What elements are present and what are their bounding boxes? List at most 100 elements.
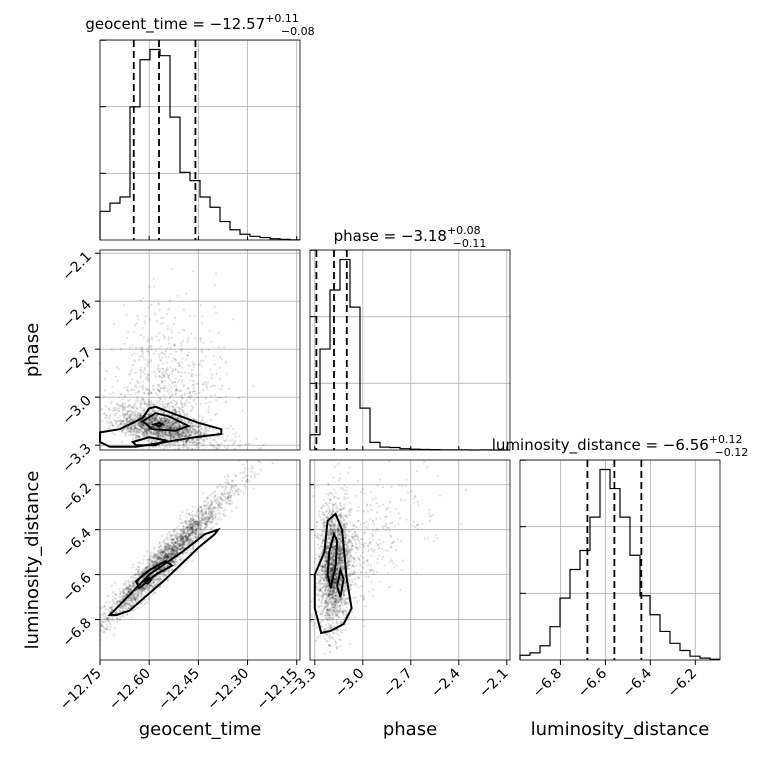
sample-point: [110, 609, 113, 612]
sample-point: [222, 514, 225, 517]
sample-point: [165, 431, 168, 435]
sample-point: [184, 371, 187, 374]
sample-point: [167, 355, 170, 358]
sample-point: [217, 504, 220, 507]
sample-point: [193, 528, 196, 531]
sample-point: [181, 361, 184, 364]
sample-point: [184, 445, 187, 448]
sample-point: [102, 395, 106, 398]
sample-point: [190, 374, 193, 377]
sample-point: [178, 425, 181, 428]
sample-point: [204, 526, 208, 529]
sample-point: [125, 421, 128, 424]
sample-point: [94, 641, 96, 643]
sample-point: [195, 439, 198, 442]
sample-point: [183, 404, 186, 407]
sample-point: [144, 429, 147, 432]
sample-point: [83, 638, 85, 640]
sample-point: [167, 556, 170, 559]
sample-point: [174, 389, 177, 392]
sample-point: [181, 430, 185, 433]
sample-point: [159, 434, 162, 437]
sample-point: [189, 526, 192, 529]
sample-point: [109, 623, 112, 626]
sample-point: [178, 362, 181, 365]
sample-point: [139, 415, 142, 418]
sample-point: [139, 425, 142, 428]
sample-point: [122, 413, 126, 416]
sample-point: [164, 419, 167, 422]
sample-point: [234, 435, 237, 438]
sample-point: [168, 435, 171, 438]
sample-point: [187, 432, 190, 435]
sample-point: [204, 518, 207, 521]
sample-point: [104, 619, 107, 623]
sample-point: [222, 509, 225, 512]
sample-point: [166, 403, 169, 406]
sample-point: [216, 522, 219, 525]
sample-point: [114, 406, 117, 409]
sample-point: [211, 504, 214, 507]
sample-point: [159, 578, 162, 581]
sample-point: [178, 435, 181, 438]
sample-point: [200, 506, 203, 509]
sample-point: [171, 434, 174, 438]
sample-point: [221, 358, 224, 361]
sample-point: [134, 598, 137, 602]
sample-point: [176, 432, 179, 435]
sample-point: [165, 546, 168, 549]
sample-point: [180, 402, 183, 406]
sample-point: [202, 341, 205, 345]
sample-point: [194, 429, 197, 432]
sample-point: [158, 370, 161, 373]
sample-point: [177, 434, 180, 437]
sample-point: [185, 441, 188, 444]
sample-point: [243, 470, 246, 473]
sample-point: [208, 441, 211, 444]
sample-point: [178, 435, 181, 438]
sample-point: [166, 542, 169, 545]
sample-point: [211, 429, 214, 432]
sample-point: [267, 451, 269, 453]
sample-point: [202, 504, 205, 507]
sample-point: [159, 419, 162, 422]
sample-point: [121, 419, 124, 422]
sample-point: [170, 425, 173, 429]
sample-point: [185, 429, 188, 432]
sample-point: [105, 617, 108, 621]
sample-point: [175, 402, 178, 405]
sample-point: [204, 381, 207, 384]
sample-point: [176, 560, 179, 563]
sample-point: [125, 389, 128, 392]
sample-point: [168, 547, 171, 550]
sample-point: [201, 522, 204, 525]
sample-point: [140, 400, 143, 403]
sample-point: [167, 421, 170, 424]
sample-point: [174, 359, 177, 362]
sample-point: [134, 596, 137, 599]
sample-point: [171, 541, 174, 544]
sample-point: [192, 386, 195, 390]
sample-point: [189, 524, 192, 527]
sample-point: [178, 425, 182, 428]
sample-point: [125, 427, 128, 430]
sample-point: [130, 616, 133, 619]
sample-point: [169, 431, 172, 434]
sample-point: [129, 420, 132, 423]
sample-point: [98, 417, 100, 419]
sample-point: [177, 433, 180, 436]
sample-point: [170, 414, 173, 417]
sample-point: [146, 403, 149, 406]
sample-point: [167, 549, 170, 552]
sample-point: [159, 551, 162, 554]
sample-point: [144, 588, 147, 591]
sample-point: [153, 577, 156, 580]
sample-point: [159, 397, 162, 400]
sample-point: [196, 444, 199, 447]
sample-point: [164, 444, 167, 447]
sample-point: [179, 548, 182, 551]
sample-point: [121, 609, 125, 612]
sample-point: [191, 427, 194, 430]
sample-point: [187, 336, 190, 339]
sample-point: [218, 443, 221, 446]
